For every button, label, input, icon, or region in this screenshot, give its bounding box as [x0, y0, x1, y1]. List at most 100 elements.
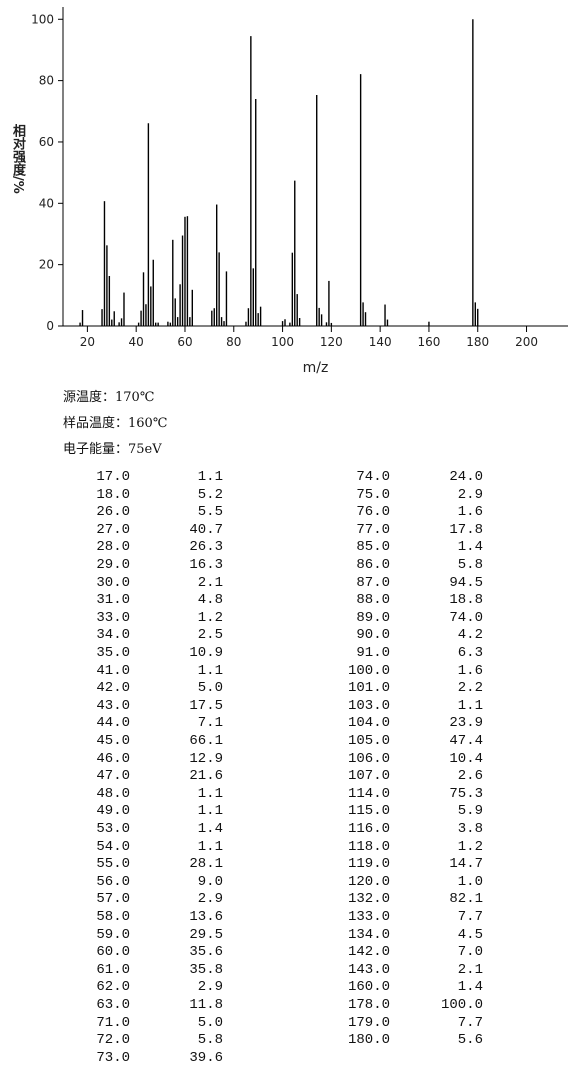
mz-cell: 91.0 — [356, 645, 390, 661]
intensity-cell: 1.1 — [197, 469, 223, 485]
intensity-cell: 2.1 — [457, 961, 483, 978]
mz-cell: 73.0 — [96, 1049, 130, 1066]
mz-cell: 35.0 — [96, 645, 130, 661]
mz-cell: 87.0 — [356, 574, 390, 591]
y-tick-label: 100 — [31, 12, 54, 26]
mz-cell: 76.0 — [356, 504, 390, 521]
condition: 样品温度：160℃ — [63, 416, 168, 431]
mz-cell: 90.0 — [356, 627, 390, 644]
mz-cell: 56.0 — [96, 873, 130, 890]
intensity-cell: 5.0 — [197, 680, 223, 697]
mz-cell: 88.0 — [356, 592, 390, 609]
intensity-cell: 10.4 — [449, 750, 483, 767]
mz-cell: 118.0 — [347, 838, 390, 855]
intensity-cell: 35.6 — [189, 944, 223, 961]
intensity-cell: 12.9 — [189, 750, 223, 767]
mz-cell: 143.0 — [347, 961, 390, 978]
mz-cell: 101.0 — [347, 680, 390, 697]
intensity-cell: 5.0 — [197, 1014, 223, 1031]
intensity-cell: 1.4 — [197, 821, 223, 837]
mz-cell: 18.0 — [96, 486, 130, 503]
intensity-cell: 5.5 — [197, 504, 223, 521]
y-tick-label: 60 — [39, 135, 54, 149]
mz-cell: 31.0 — [96, 592, 130, 609]
intensity-cell: 35.8 — [189, 961, 223, 978]
intensity-cell: 1.2 — [197, 609, 223, 626]
intensity-cell: 47.4 — [449, 733, 483, 749]
mz-cell: 100.0 — [347, 662, 390, 679]
mz-cell: 60.0 — [96, 944, 130, 961]
intensity-cell: 4.2 — [457, 627, 483, 644]
x-tick-label: 60 — [177, 335, 192, 349]
x-tick-label: 140 — [369, 335, 392, 349]
mz-cell: 57.0 — [96, 891, 130, 908]
mz-cell: 59.0 — [96, 926, 130, 943]
mz-cell: 120.0 — [347, 873, 390, 890]
mz-cell: 62.0 — [96, 979, 130, 996]
mz-cell: 77.0 — [356, 521, 390, 538]
y-tick-label: 20 — [39, 258, 54, 272]
intensity-cell: 2.2 — [457, 680, 483, 697]
mz-cell: 17.0 — [96, 469, 130, 485]
intensity-cell: 1.1 — [197, 803, 223, 820]
intensity-cell: 24.0 — [449, 469, 483, 485]
intensity-cell: 4.8 — [197, 592, 223, 609]
intensity-cell: 9.0 — [197, 873, 223, 890]
intensity-cell: 5.9 — [457, 803, 483, 820]
mz-cell: 55.0 — [96, 856, 130, 873]
mz-cell: 58.0 — [96, 909, 130, 925]
intensity-cell: 29.5 — [189, 926, 223, 943]
mz-cell: 28.0 — [96, 539, 130, 556]
intensity-cell: 7.1 — [197, 715, 223, 732]
intensity-cell: 14.7 — [449, 856, 483, 873]
mz-cell: 180.0 — [347, 1032, 390, 1049]
mz-cell: 103.0 — [347, 697, 390, 714]
mz-cell: 48.0 — [96, 785, 130, 802]
condition: 电子能量：75eV — [63, 442, 162, 457]
intensity-cell: 7.7 — [457, 909, 483, 925]
intensity-cell: 21.6 — [189, 768, 223, 785]
intensity-cell: 4.5 — [457, 926, 483, 943]
intensity-cell: 16.3 — [189, 557, 223, 573]
x-tick-label: 80 — [226, 335, 241, 349]
mz-cell: 134.0 — [347, 926, 390, 943]
intensity-cell: 26.3 — [189, 539, 223, 556]
mz-cell: 27.0 — [96, 521, 130, 538]
intensity-cell: 13.6 — [189, 909, 223, 925]
intensity-cell: 5.8 — [457, 557, 483, 573]
y-axis-label: 相对强度/% — [10, 124, 25, 194]
intensity-cell: 7.0 — [457, 944, 483, 961]
intensity-cell: 5.6 — [457, 1032, 483, 1049]
intensity-cell: 2.9 — [197, 979, 223, 996]
mz-cell: 53.0 — [96, 821, 130, 837]
x-axis-label: m/z — [303, 360, 329, 376]
intensity-cell: 1.1 — [457, 697, 483, 714]
mz-cell: 49.0 — [96, 803, 130, 820]
mz-cell: 133.0 — [347, 909, 390, 925]
intensity-cell: 39.6 — [189, 1049, 223, 1066]
mz-cell: 42.0 — [96, 680, 130, 697]
intensity-cell: 1.2 — [457, 838, 483, 855]
intensity-cell: 10.9 — [189, 645, 223, 661]
x-tick-label: 20 — [80, 335, 95, 349]
mz-cell: 179.0 — [347, 1014, 390, 1031]
mz-cell: 43.0 — [96, 697, 130, 714]
intensity-cell: 74.0 — [449, 609, 483, 626]
x-tick-label: 120 — [320, 335, 343, 349]
mz-cell: 61.0 — [96, 961, 130, 978]
mz-cell: 44.0 — [96, 715, 130, 732]
mz-cell: 86.0 — [356, 557, 390, 573]
mz-cell: 178.0 — [347, 997, 390, 1013]
mz-cell: 105.0 — [347, 733, 390, 749]
mz-cell: 74.0 — [356, 469, 390, 485]
intensity-cell: 7.7 — [457, 1014, 483, 1031]
intensity-cell: 94.5 — [449, 574, 483, 591]
mz-cell: 142.0 — [347, 944, 390, 961]
mz-cell: 85.0 — [356, 539, 390, 556]
mz-cell: 47.0 — [96, 768, 130, 785]
intensity-cell: 82.1 — [449, 891, 483, 908]
intensity-cell: 17.5 — [189, 697, 223, 714]
mz-cell: 132.0 — [347, 891, 390, 908]
mz-cell: 116.0 — [347, 821, 390, 837]
intensity-cell: 28.1 — [189, 856, 223, 873]
